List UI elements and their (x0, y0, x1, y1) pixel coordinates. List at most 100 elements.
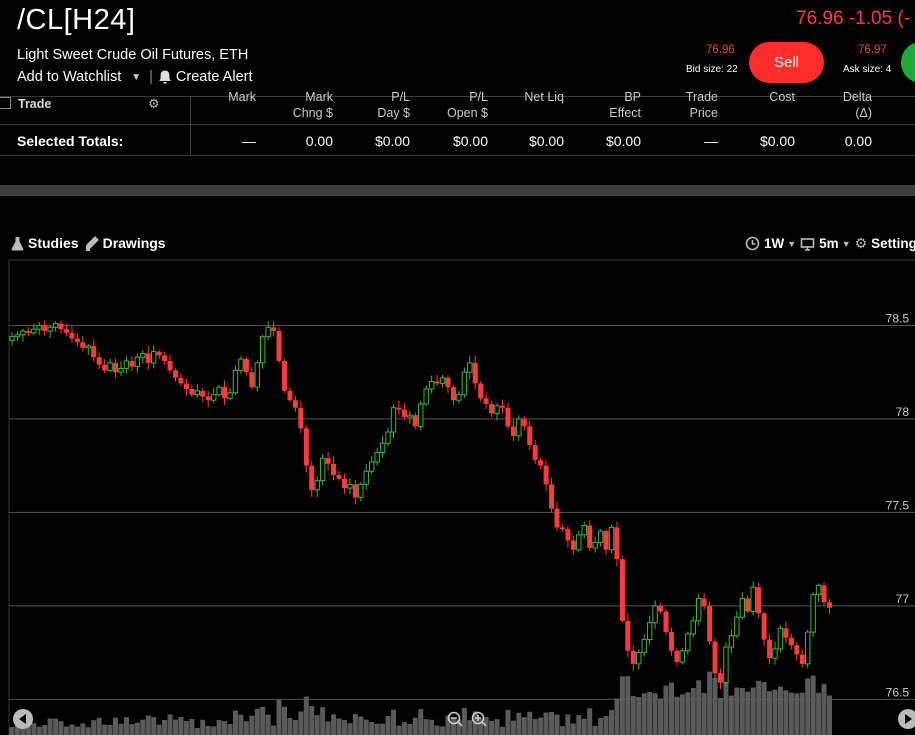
volume-bar (102, 724, 108, 735)
volume-bar (151, 717, 157, 735)
candle (559, 524, 565, 532)
candle (123, 356, 130, 373)
volume-bar (53, 718, 59, 735)
create-alert-button[interactable]: Create Alert (157, 69, 253, 85)
candle (827, 598, 832, 614)
candle (91, 339, 97, 362)
volume-bar (396, 725, 402, 735)
buy-button[interactable] (901, 42, 915, 83)
candle (750, 581, 756, 616)
studies-button[interactable]: Studies (11, 235, 79, 251)
chevron-down-icon[interactable]: ▼ (131, 71, 142, 83)
total-trade-price: — (704, 133, 718, 149)
volume-bar (140, 719, 146, 735)
column-header-trade-price[interactable]: Trade Price (685, 90, 718, 120)
volume-bar (341, 720, 347, 735)
interval-selector[interactable]: 5m ▼ (800, 236, 854, 251)
volume-bar (581, 718, 587, 735)
candle (96, 351, 102, 369)
scroll-right-button[interactable] (898, 709, 915, 729)
candle (734, 611, 740, 639)
candle (412, 412, 418, 430)
column-header-net-liq[interactable]: Net Liq (524, 90, 564, 104)
volume-bar (538, 717, 544, 735)
candle (396, 400, 402, 415)
candle (390, 404, 397, 439)
column-header-mark[interactable]: Mark (228, 90, 256, 104)
candle (450, 385, 456, 406)
trade-column-header[interactable]: Trade (18, 97, 52, 111)
candle (696, 593, 702, 626)
volume-bar (440, 726, 446, 735)
column-header-pl-day[interactable]: P/L Day $ (377, 90, 410, 120)
volume-bar (374, 723, 380, 735)
volume-bar (58, 721, 64, 735)
y-tick-label: 77 (896, 592, 910, 606)
candle (36, 322, 42, 335)
column-header-pl-open[interactable]: P/L Open $ (446, 90, 488, 120)
ask-price: 76.97 (858, 44, 887, 56)
trade-checkbox[interactable] (0, 97, 11, 109)
volume-bar (609, 709, 614, 735)
volume-bar (668, 682, 674, 735)
volume-bar (412, 717, 418, 735)
candle (614, 521, 620, 567)
volume-bar (303, 696, 309, 735)
total-mark: — (242, 133, 256, 149)
candle (140, 350, 146, 364)
settings-button[interactable]: ⚙ Settings (855, 235, 915, 252)
studies-label: Studies (28, 235, 79, 251)
time-range-selector[interactable]: 1W ▼ (745, 236, 800, 251)
volume-bar (358, 716, 364, 735)
settings-label: Settings (871, 236, 915, 251)
candle (341, 473, 347, 494)
volume-bar (783, 690, 789, 735)
candle (456, 390, 462, 404)
candle (772, 641, 778, 665)
gear-icon[interactable]: ⚙ (148, 96, 160, 111)
add-to-watchlist-link[interactable]: Add to Watchlist (17, 69, 122, 85)
volume-bar (162, 719, 168, 735)
candle (183, 378, 189, 396)
volume-bar (685, 692, 691, 735)
candle (576, 530, 582, 553)
column-header-bp-effect[interactable]: BP Effect (609, 90, 641, 120)
zoom-in-icon[interactable] (471, 711, 487, 727)
zoom-out-icon[interactable] (447, 711, 463, 727)
volume-bar (674, 696, 680, 735)
volume-bar (423, 719, 429, 735)
scroll-left-button[interactable] (13, 709, 33, 729)
volume-bar (788, 692, 794, 735)
volume-bar (767, 691, 773, 735)
volume-bar (728, 695, 734, 735)
volume-bar (500, 726, 505, 735)
price-chart[interactable]: 78.5 78 77.5 77 76.5 (0, 255, 915, 735)
candle (423, 385, 429, 406)
candle (783, 621, 789, 644)
volume-bar (407, 723, 413, 735)
volume-bar (647, 691, 653, 735)
candle (483, 392, 489, 410)
candle (472, 355, 478, 390)
column-header-delta[interactable]: Delta (Δ) (842, 90, 872, 120)
column-header-mark-chng[interactable]: Mark Chng $ (292, 90, 333, 120)
candle (428, 375, 435, 394)
volume-bar (271, 725, 277, 735)
panel-splitter[interactable] (0, 185, 915, 196)
volume-bar (232, 710, 238, 735)
total-pl-day: $0.00 (374, 133, 410, 149)
volume-bar (298, 711, 304, 735)
candle (129, 356, 135, 371)
volume-bar (385, 716, 391, 735)
sell-button[interactable]: Sell (749, 42, 824, 83)
candle (723, 642, 729, 687)
column-header-cost[interactable]: Cost (769, 90, 795, 104)
divider: | (149, 69, 153, 85)
drawings-button[interactable]: Drawings (84, 235, 166, 251)
total-delta: 0.00 (844, 133, 872, 149)
volume-bar (85, 727, 91, 735)
volume-bar (14, 724, 20, 735)
volume-bar (205, 725, 211, 735)
candle (810, 592, 816, 637)
volume-bar (559, 726, 565, 735)
